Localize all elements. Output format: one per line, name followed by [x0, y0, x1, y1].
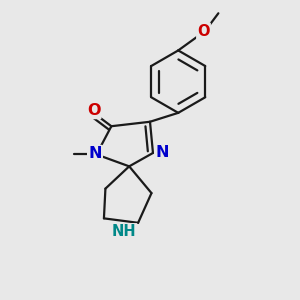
- Text: O: O: [197, 24, 210, 39]
- Text: O: O: [87, 103, 100, 118]
- Text: NH: NH: [112, 224, 136, 239]
- Text: N: N: [155, 145, 169, 160]
- Text: N: N: [88, 146, 102, 161]
